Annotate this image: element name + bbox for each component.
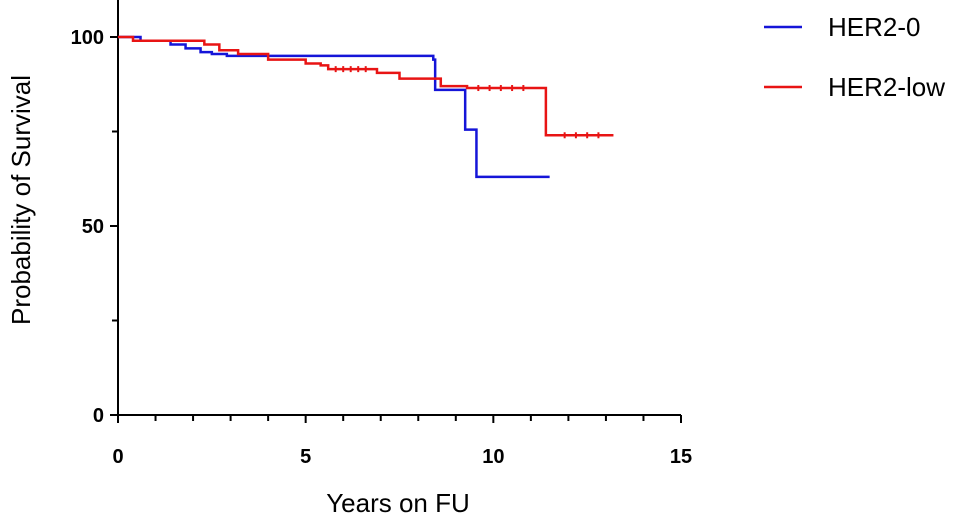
y-axis-title: Probability of Survival bbox=[6, 75, 36, 325]
series-layer bbox=[118, 35, 614, 179]
legend-label: HER2-0 bbox=[828, 12, 920, 42]
x-tick-label: 5 bbox=[300, 446, 311, 468]
series-line bbox=[118, 35, 550, 179]
series-2 bbox=[118, 35, 614, 139]
x-tick-label: 15 bbox=[670, 446, 692, 468]
x-tick-label: 0 bbox=[112, 446, 123, 468]
y-tick-label: 50 bbox=[82, 216, 104, 238]
y-tick-label: 0 bbox=[93, 405, 104, 427]
axes: 0 5 10 15 0 50 100 bbox=[71, 0, 692, 468]
y-tick-label: 100 bbox=[71, 27, 104, 49]
series-line bbox=[118, 35, 614, 137]
x-tick-label: 10 bbox=[482, 446, 504, 468]
legend: HER2-0 HER2-low bbox=[764, 12, 945, 102]
legend-label: HER2-low bbox=[828, 72, 945, 102]
x-axis-title: Years on FU bbox=[326, 488, 470, 518]
series-1 bbox=[118, 35, 550, 179]
